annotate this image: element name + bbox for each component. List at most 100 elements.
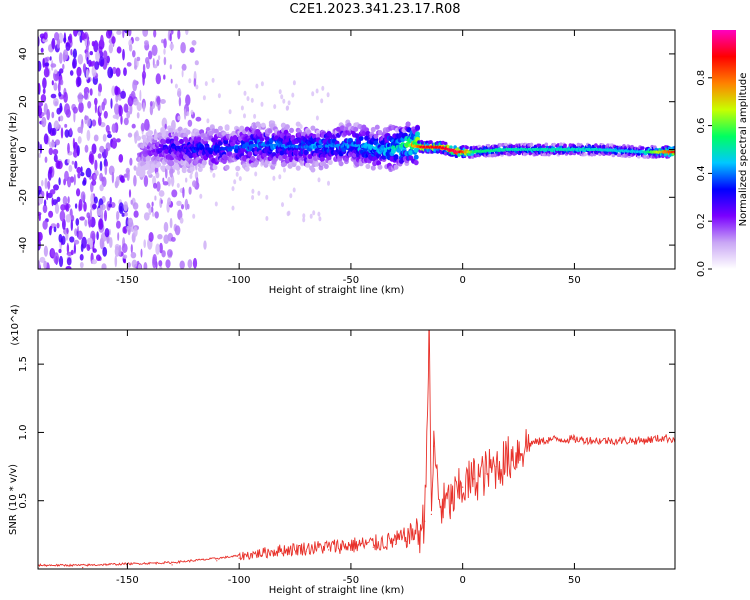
spectral-mark (315, 133, 321, 139)
noise-speckle (77, 172, 81, 179)
noise-speckle (131, 259, 138, 268)
snr-point (640, 440, 643, 442)
noise-speckle (155, 171, 160, 179)
noise-speckle (97, 153, 102, 159)
spectral-mark (272, 156, 278, 162)
noise-speckle (86, 118, 91, 127)
spectral-mark (197, 166, 203, 172)
spectral-mark (376, 160, 382, 166)
noise-speckle (312, 210, 316, 216)
noise-speckle (40, 47, 44, 53)
noise-speckle (167, 197, 172, 206)
noise-speckle (77, 76, 82, 87)
noise-speckle (144, 118, 150, 131)
noise-speckle (182, 187, 185, 199)
noise-speckle (192, 213, 196, 219)
noise-speckle (57, 81, 61, 93)
spectral-mark (393, 164, 399, 170)
noise-speckle (43, 260, 48, 269)
noise-speckle (93, 196, 98, 204)
noise-speckle (260, 101, 264, 107)
noise-speckle (102, 134, 107, 142)
noise-speckle (64, 123, 68, 128)
noise-speckle (70, 219, 74, 232)
spectral-mark (278, 155, 284, 161)
noise-speckle (114, 246, 120, 257)
spectral-mark (165, 138, 171, 144)
spectral-mark (172, 164, 178, 170)
spectral-mark (223, 155, 229, 161)
spectral-mark (314, 161, 320, 167)
spectral-mark (449, 145, 453, 149)
noise-speckle (253, 113, 257, 119)
snr-point (462, 486, 464, 488)
noise-speckle (122, 30, 125, 39)
noise-speckle (191, 40, 197, 46)
noise-speckle (187, 119, 193, 127)
noise-speckle (89, 51, 94, 56)
noise-speckle (58, 255, 64, 268)
spectral-mark (576, 142, 581, 147)
noise-speckle (39, 256, 46, 263)
noise-speckle (185, 94, 191, 106)
noise-speckle (104, 210, 107, 222)
noise-speckle (84, 33, 87, 40)
spectral-mark (168, 127, 174, 133)
noise-speckle (104, 165, 108, 176)
noise-speckle (89, 208, 92, 220)
noise-speckle (79, 253, 84, 261)
noise-speckle (170, 236, 176, 242)
noise-speckle (38, 194, 43, 205)
noise-speckle (89, 238, 94, 250)
spectral-mark (453, 145, 457, 149)
spectral-mark (165, 164, 171, 170)
noise-speckle (204, 81, 208, 87)
noise-speckle (188, 78, 192, 84)
spectral-mark (140, 170, 146, 177)
noise-speckle (80, 172, 85, 177)
noise-speckle (117, 232, 120, 241)
spectral-mark (563, 143, 567, 148)
noise-speckle (99, 204, 103, 212)
noise-speckle (134, 57, 137, 69)
noise-speckle (77, 92, 84, 104)
noise-speckle (84, 219, 88, 227)
noise-speckle (38, 101, 44, 107)
noise-speckle (69, 70, 74, 76)
noise-speckle (130, 252, 137, 259)
spectral-mark (630, 145, 634, 149)
noise-speckle (243, 90, 247, 96)
noise-speckle (190, 109, 194, 115)
noise-speckle (265, 216, 269, 221)
noise-speckle (85, 44, 89, 53)
noise-speckle (206, 118, 210, 124)
noise-speckle (203, 240, 207, 250)
noise-speckle (76, 166, 82, 174)
spectral-mark (160, 165, 166, 171)
noise-speckle (214, 201, 218, 207)
noise-speckle (101, 176, 105, 182)
noise-speckle (278, 89, 282, 95)
noise-speckle (123, 67, 127, 77)
noise-speckle (118, 154, 124, 163)
heatmap-y-tick-label: -20 (18, 189, 29, 205)
noise-speckle (124, 212, 128, 217)
spectral-mark (196, 136, 202, 142)
spectral-mark (136, 135, 142, 141)
noise-speckle (136, 56, 141, 62)
noise-speckle (156, 59, 160, 67)
noise-speckle (128, 189, 132, 198)
noise-speckle (67, 196, 70, 204)
noise-speckle (62, 63, 65, 70)
colorbar-tick-label: 0.2 (696, 213, 707, 229)
spectral-mark (310, 167, 316, 173)
noise-speckle (150, 206, 154, 213)
noise-speckle (116, 210, 120, 220)
noise-speckle (53, 97, 59, 107)
noise-speckle (53, 252, 59, 265)
noise-speckle (139, 89, 142, 102)
noise-speckle (80, 191, 86, 202)
noise-speckle (50, 93, 57, 99)
noise-speckle (59, 105, 63, 112)
noise-speckle (49, 189, 56, 195)
